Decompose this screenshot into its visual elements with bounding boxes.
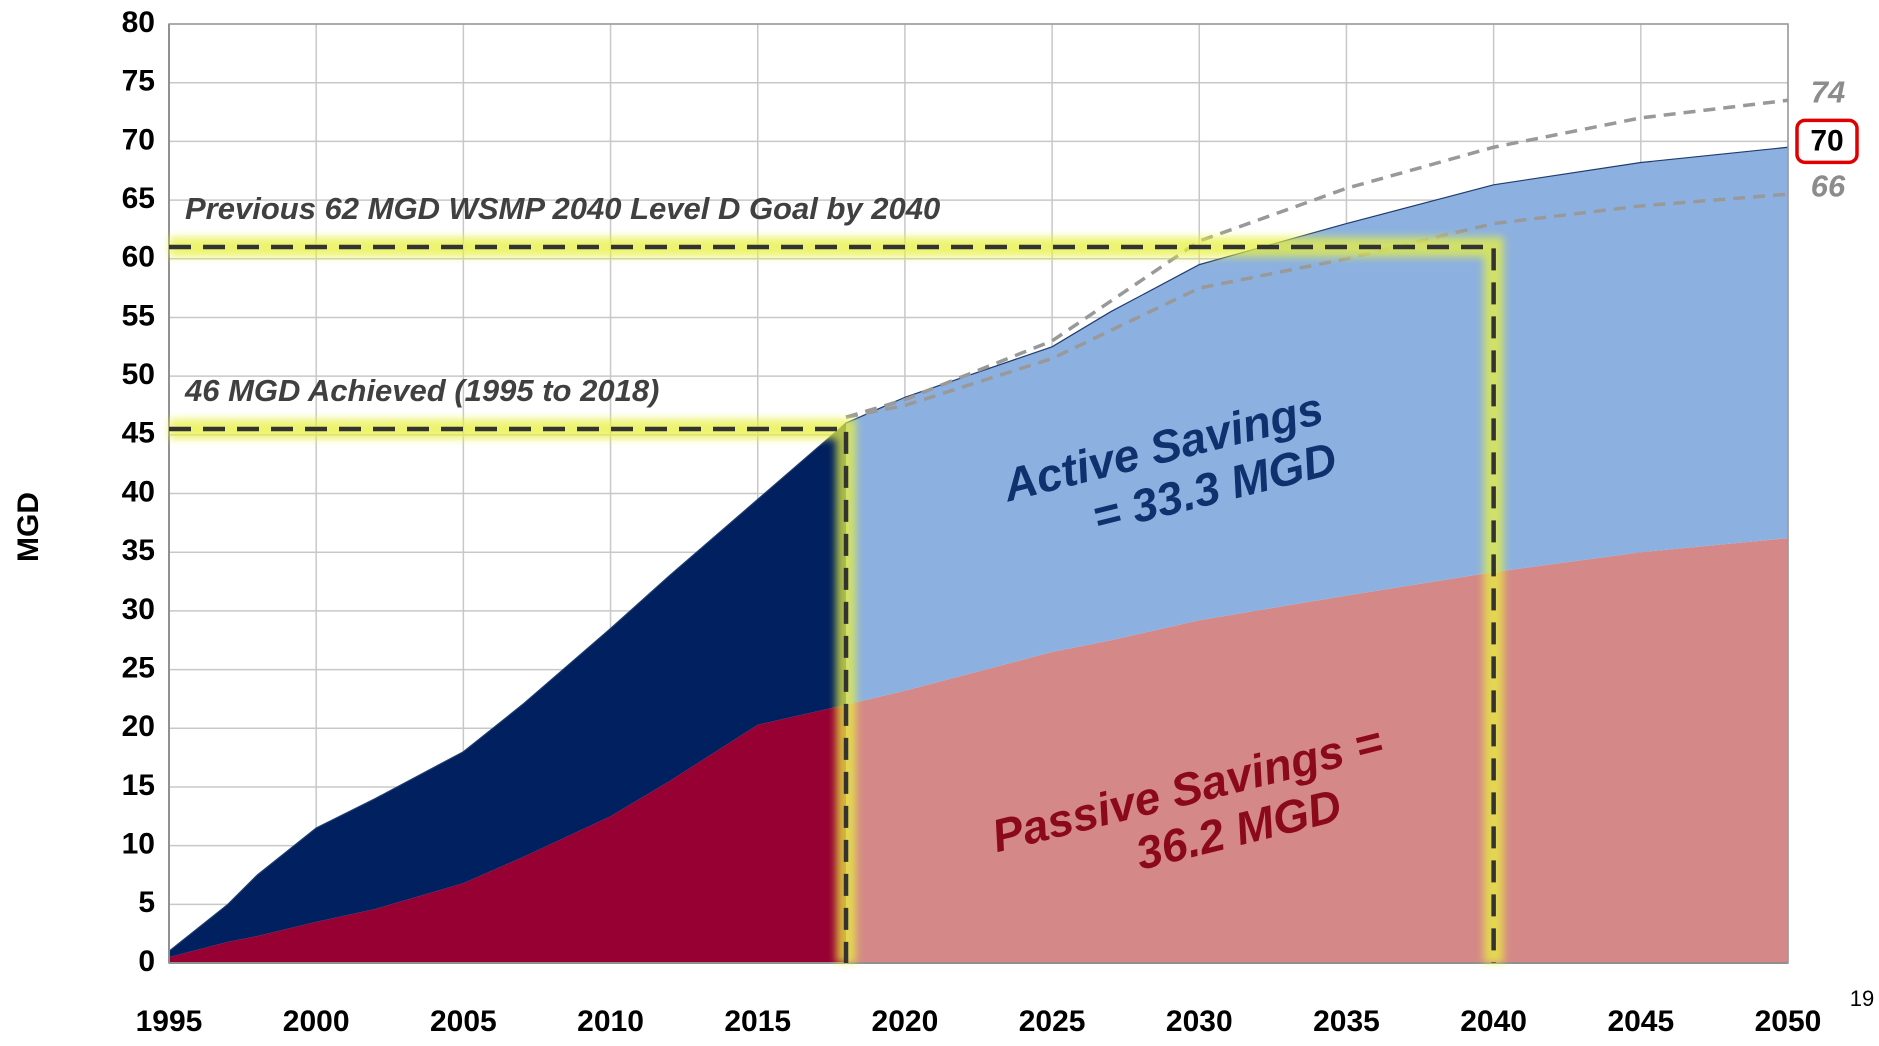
y-tick-label: 5: [138, 886, 155, 919]
x-tick-label: 2030: [1166, 1005, 1233, 1038]
y-tick-label: 65: [122, 182, 155, 215]
y-tick-label: 0: [138, 945, 155, 978]
y-tick-label: 70: [122, 123, 155, 156]
x-tick-label: 2005: [430, 1005, 497, 1038]
y-axis-label: MGD: [12, 492, 45, 562]
x-tick-label: 2050: [1755, 1005, 1822, 1038]
y-tick-label: 10: [122, 828, 155, 861]
y-tick-label: 30: [122, 593, 155, 626]
end-label-box: [1795, 118, 1859, 165]
x-tick-label: 2010: [577, 1005, 644, 1038]
plot-border: [168, 23, 1789, 964]
x-tick-label: 2000: [283, 1005, 350, 1038]
reference-line: [169, 426, 849, 963]
bound-line: [845, 98, 1789, 419]
y-tick-label: 40: [122, 475, 155, 508]
x-tick-label: 1995: [136, 1005, 203, 1038]
page-number: 19: [1850, 986, 1874, 1011]
reference-label: 46 MGD Achieved (1995 to 2018): [184, 373, 659, 408]
area-historical: [169, 704, 847, 963]
x-tick-label: 2020: [872, 1005, 939, 1038]
y-tick-label: 20: [122, 710, 155, 743]
x-tick-label: 2025: [1019, 1005, 1086, 1038]
bound-line: [845, 192, 1789, 419]
y-tick-label: 45: [122, 417, 155, 450]
x-tick-label: 2035: [1313, 1005, 1380, 1038]
end-label: 74: [1811, 75, 1845, 110]
y-tick-label: 55: [122, 299, 155, 332]
y-tick-label: 15: [122, 769, 155, 802]
y-tick-label: 50: [122, 358, 155, 391]
y-tick-label: 60: [122, 241, 155, 274]
end-label: 70: [1810, 124, 1843, 157]
area-top-edge: [168, 146, 1789, 952]
end-label: 66: [1811, 169, 1846, 204]
y-tick-label: 80: [122, 6, 155, 39]
y-tick-label: 35: [122, 534, 155, 567]
y-tick-label: 75: [122, 65, 155, 98]
x-tick-label: 2040: [1460, 1005, 1527, 1038]
reference-label: Previous 62 MGD WSMP 2040 Level D Goal b…: [185, 191, 940, 226]
x-tick-label: 2015: [724, 1005, 791, 1038]
reference-glow: [169, 237, 1504, 963]
y-tick-label: 25: [122, 651, 155, 684]
x-tick-label: 2045: [1607, 1005, 1674, 1038]
area-historical: [169, 423, 847, 958]
